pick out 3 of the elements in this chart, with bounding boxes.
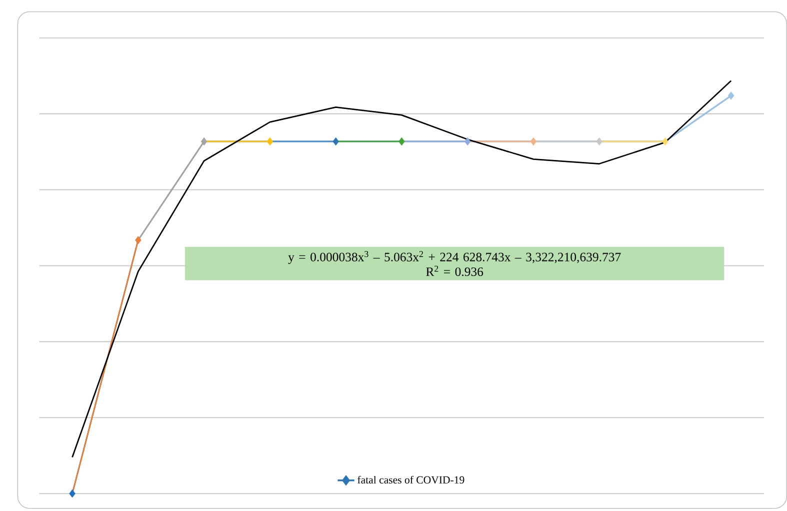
legend-label: fatal cases of COVID-19 — [358, 476, 464, 484]
annotation: R$^{2}$ = 0.936 — [426, 266, 484, 276]
annotation: y = 0.000038x$^{3}$ – 5.063x$^{2}$ + 224 628.743x – 3,322,210,639.737 — [288, 250, 621, 264]
